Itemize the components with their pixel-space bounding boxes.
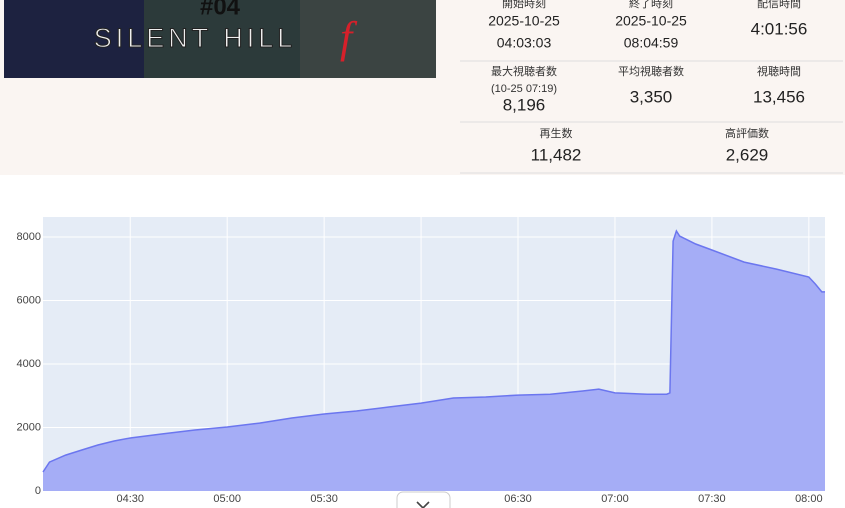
y-tick-label: 0 [35,485,41,497]
stat-label: 高評価数 [725,126,769,140]
stat-value: 04:03:03 [497,35,552,51]
x-tick-label: 05:30 [310,493,338,505]
stat-value: 8,196 [503,95,546,114]
expand-button[interactable] [396,491,451,508]
stat-value: 2025-10-25 [488,13,560,29]
y-tick-label: 4000 [17,358,41,370]
stat-value: 2025-10-25 [615,13,687,29]
x-tick-label: 06:30 [504,493,532,505]
x-tick-label: 05:00 [213,493,241,505]
line [42,229,825,473]
chevron-icon [416,501,430,508]
stat-note: (10-25 07:19) [491,83,557,95]
y-tick-label: 8000 [17,231,41,243]
thumbnail-episode: #04 [200,0,241,20]
y-tick-label: 6000 [17,294,41,306]
x-tick-label: 08:00 [795,493,823,505]
y-tick-label: 2000 [17,421,41,433]
stat-label: 視聴時間 [757,64,801,78]
stat-label: 開始時刻 [502,0,546,10]
stats-table [460,60,843,174]
stat-value: 11,482 [531,145,582,164]
thumbnail-figure [300,0,436,78]
stat-label: 再生数 [540,126,573,140]
stat-value: 3,350 [630,87,673,106]
thumbnail-title: SILENT HILL [94,23,297,53]
x-tick-label: 07:00 [601,493,629,505]
expand-button[interactable] [396,491,451,508]
stat-value: 13,456 [753,87,805,106]
stat-label: 終了時刻 [629,0,673,10]
stat-value: 2,629 [726,145,769,164]
stat-value: 08:04:59 [624,35,679,51]
x-tick-label: 07:30 [698,493,726,505]
stat-value: 4:01:56 [751,19,808,38]
thumbnail-figure [4,0,144,78]
stat-label: 平均視聴者数 [618,64,684,78]
x-tick-label: 04:30 [116,493,144,505]
stat-label: 配信時間 [757,0,801,10]
thumbnail[interactable]: #04 SILENT HILL f [4,0,436,78]
stat-label: 最大視聴者数 [491,64,557,78]
